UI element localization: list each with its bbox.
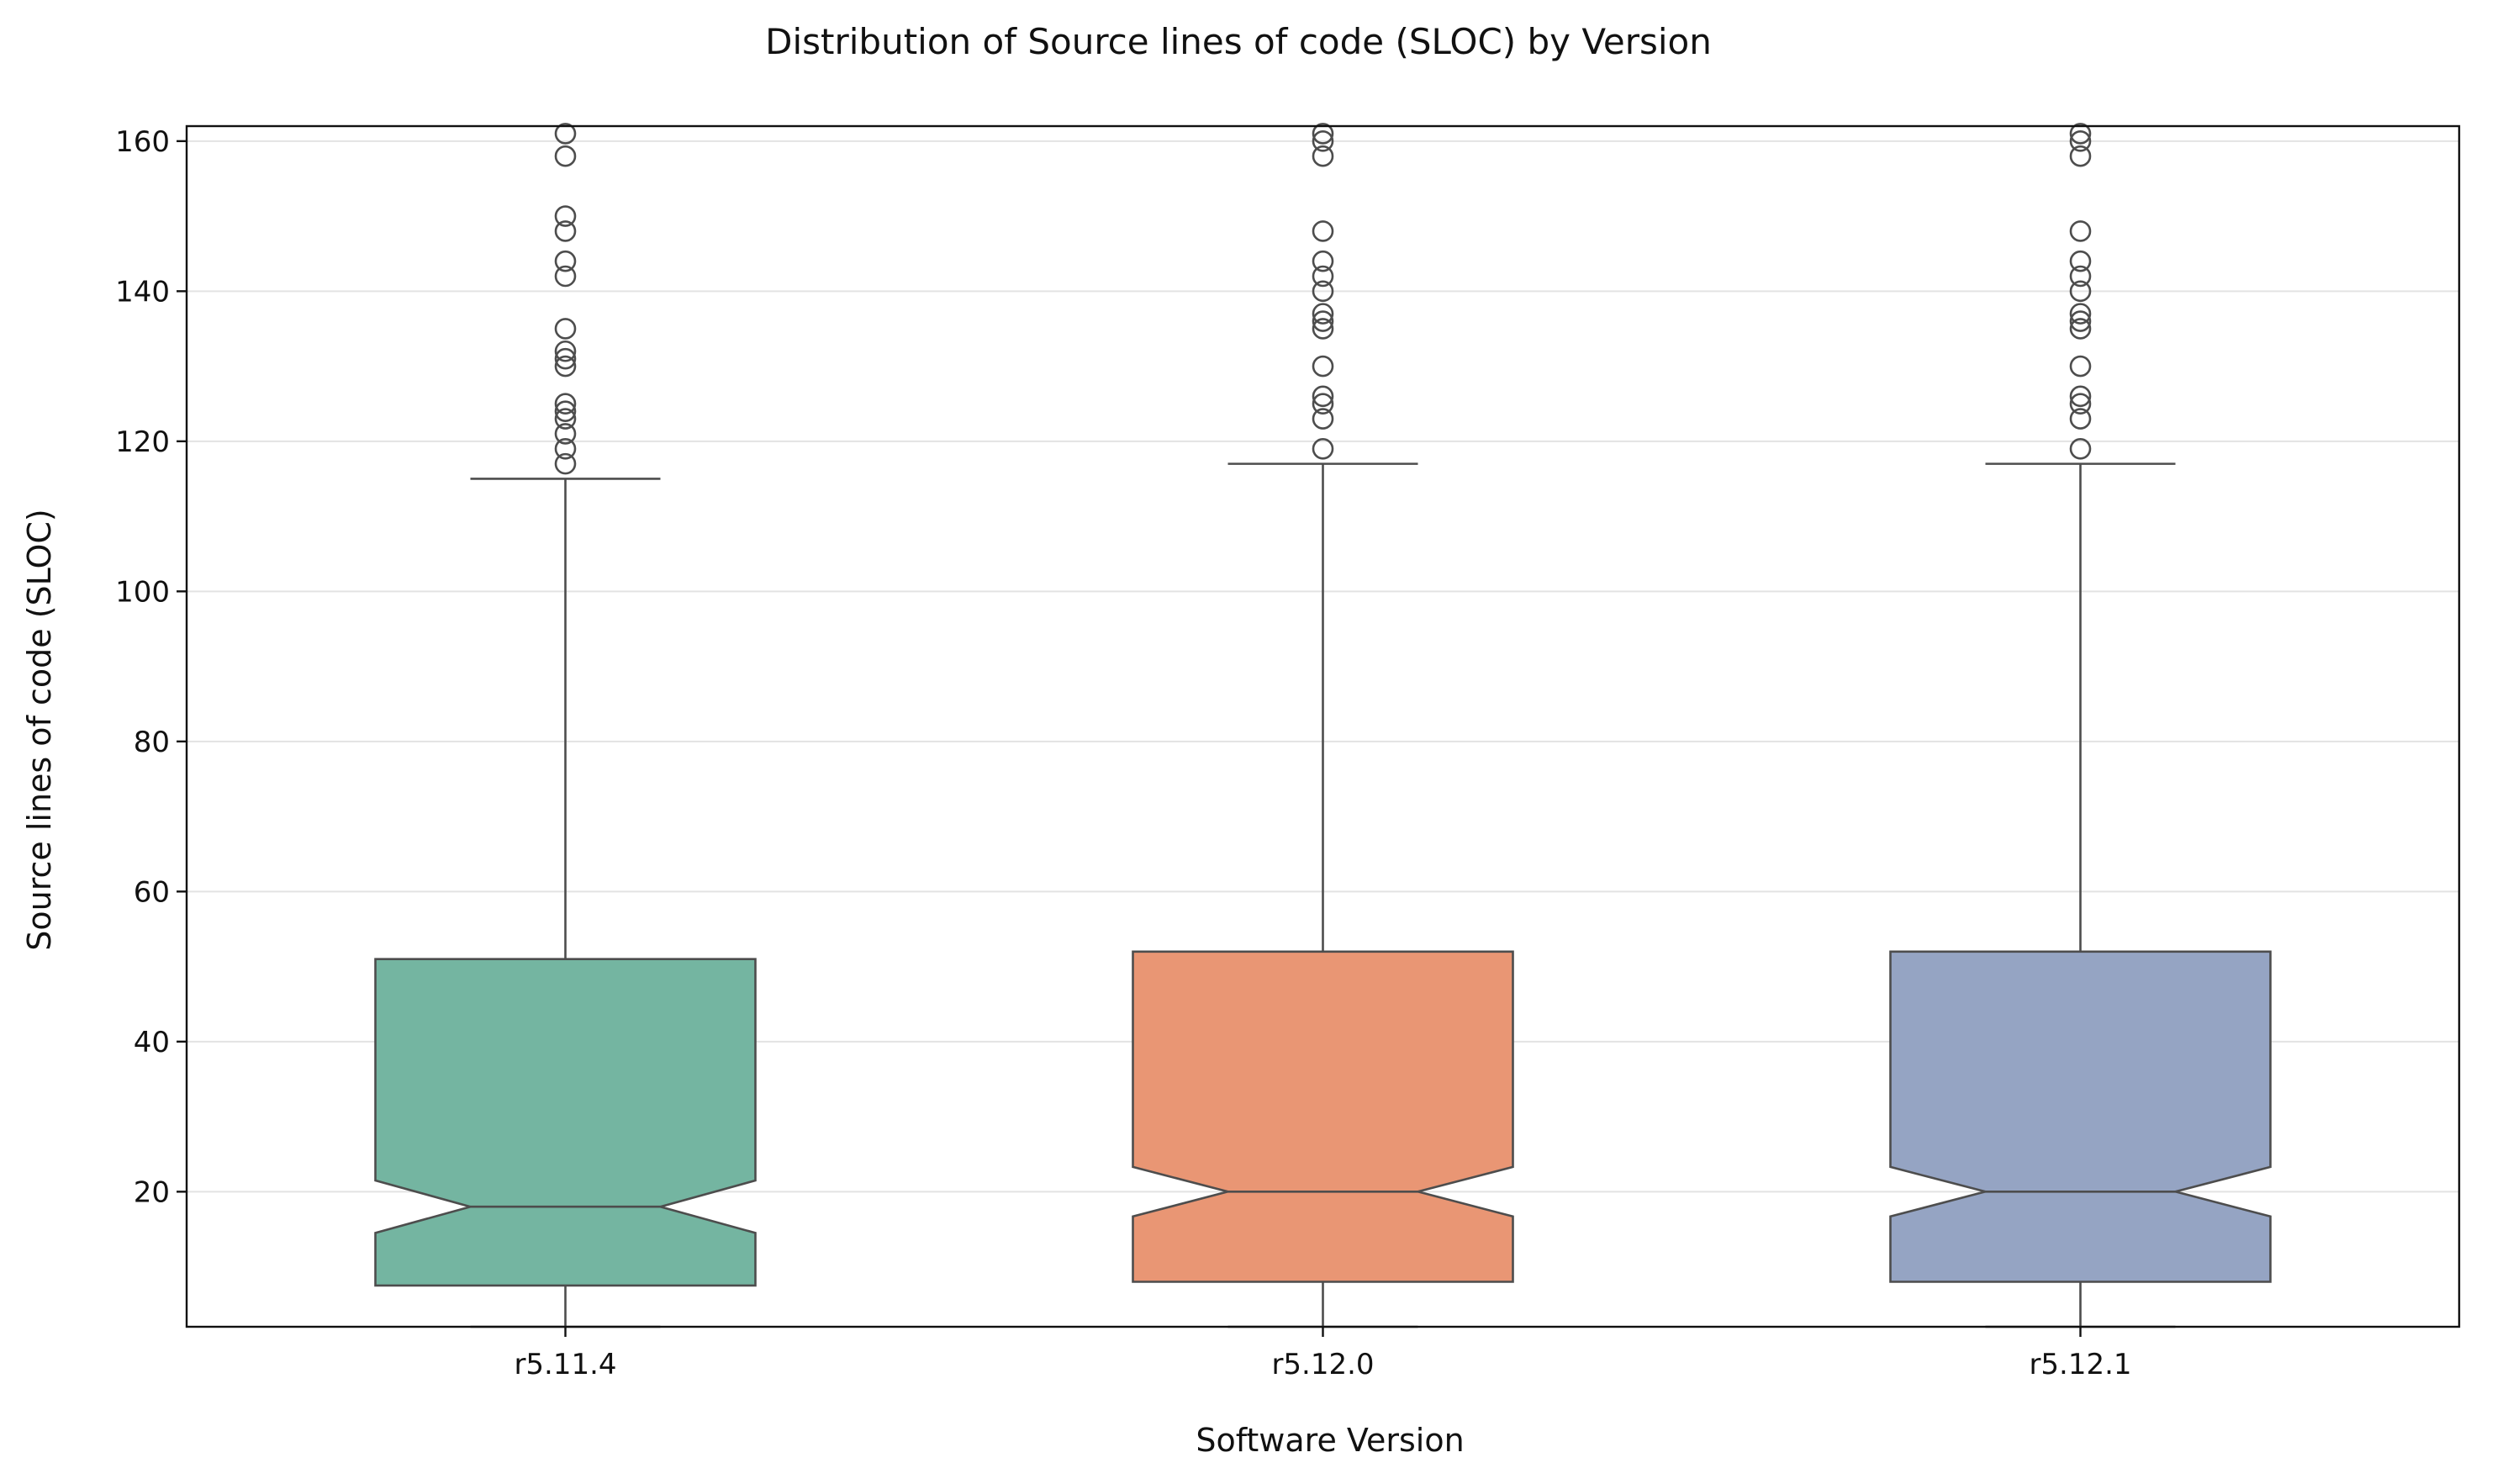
outlier-point: [1312, 145, 1334, 167]
outlier-point: [554, 205, 577, 227]
outlier-point: [1312, 355, 1334, 378]
outlier-point: [554, 408, 577, 430]
y-tick-label: 20: [134, 1175, 170, 1209]
outlier-point: [1312, 130, 1334, 152]
outlier-point: [554, 250, 577, 272]
outlier-point: [2069, 408, 2092, 430]
box-group-r5.11.4: [374, 123, 757, 1328]
x-tick-label: r5.11.4: [514, 1348, 616, 1381]
outlier-point: [554, 265, 577, 288]
outlier-point: [1312, 123, 1334, 145]
outlier-point: [1312, 408, 1334, 430]
box-group-r5.12.0: [1132, 123, 1514, 1328]
outlier-point: [554, 355, 577, 378]
outlier-point: [2069, 130, 2092, 152]
box-group-r5.12.1: [1889, 123, 2272, 1328]
outlier-point: [1312, 280, 1334, 303]
outlier-point: [2069, 280, 2092, 303]
outlier-point: [554, 393, 577, 415]
notched-box-r5.12.0: [1132, 950, 1514, 1283]
outlier-point: [1312, 250, 1334, 272]
outlier-point: [554, 123, 577, 145]
outlier-point: [2069, 123, 2092, 145]
x-tick-label: r5.12.1: [2029, 1348, 2131, 1381]
outlier-point: [2069, 385, 2092, 408]
outlier-point: [2069, 250, 2092, 272]
x-axis-label: Software Version: [1196, 1422, 1464, 1459]
y-axis-ticks: 20 40 60 80 100 120 140 160: [115, 125, 187, 1209]
y-tick-label: 60: [134, 875, 170, 909]
outlier-point: [554, 220, 577, 242]
outlier-point: [2069, 145, 2092, 167]
outlier-point: [554, 437, 577, 460]
outlier-point: [554, 318, 577, 340]
y-tick-label: 100: [115, 575, 170, 609]
outlier-point: [1312, 393, 1334, 415]
outlier-point: [2069, 355, 2092, 378]
outlier-point: [554, 452, 577, 475]
outlier-point: [554, 423, 577, 445]
outlier-point: [2069, 393, 2092, 415]
outlier-point: [1312, 385, 1334, 408]
boxes-layer: [374, 123, 2272, 1328]
y-tick-label: 120: [115, 425, 170, 459]
notched-box-r5.11.4: [374, 958, 757, 1287]
outlier-point: [1312, 303, 1334, 325]
notched-box-r5.12.1: [1889, 950, 2272, 1283]
outlier-point: [2069, 220, 2092, 242]
outlier-point: [1312, 437, 1334, 460]
outlier-point: [554, 340, 577, 362]
x-axis-ticks: r5.11.4 r5.12.0 r5.12.1: [514, 1327, 2132, 1381]
outlier-point: [2069, 437, 2092, 460]
outlier-point: [1312, 310, 1334, 332]
chart-title: Distribution of Source lines of code (SL…: [765, 21, 1712, 62]
outlier-point: [554, 347, 577, 370]
outlier-point: [1312, 265, 1334, 288]
y-axis-label: Source lines of code (SLOC): [21, 509, 58, 951]
y-tick-label: 40: [134, 1026, 170, 1059]
outlier-point: [2069, 318, 2092, 340]
outlier-point: [2069, 303, 2092, 325]
y-tick-label: 80: [134, 726, 170, 759]
outlier-point: [554, 400, 577, 422]
y-tick-label: 140: [115, 275, 170, 309]
y-tick-label: 160: [115, 125, 170, 159]
outlier-point: [2069, 265, 2092, 288]
outlier-point: [2069, 310, 2092, 332]
x-tick-label: r5.12.0: [1271, 1348, 1374, 1381]
outlier-point: [1312, 220, 1334, 242]
outlier-point: [554, 145, 577, 167]
outlier-point: [1312, 318, 1334, 340]
